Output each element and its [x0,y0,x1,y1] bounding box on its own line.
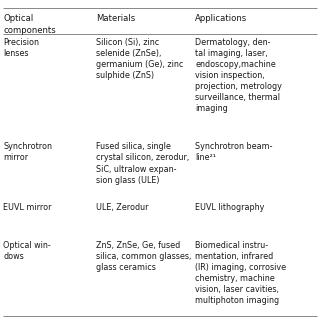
Text: Optical
components: Optical components [3,14,56,35]
Text: Dermatology, den-
tal imaging, laser,
endoscopy,machine
vision inspection,
proje: Dermatology, den- tal imaging, laser, en… [195,38,282,113]
Text: Silicon (Si), zinc
selenide (ZnSe),
germanium (Ge), zinc
sulphide (ZnS): Silicon (Si), zinc selenide (ZnSe), germ… [96,38,183,80]
Text: EUVL mirror: EUVL mirror [3,203,52,212]
Text: Precision
lenses: Precision lenses [3,38,39,58]
Text: Fused silica, single
crystal silicon, zerodur,
SiC, ultralow expan-
sion glass (: Fused silica, single crystal silicon, ze… [96,142,189,185]
Text: ULE, Zerodur: ULE, Zerodur [96,203,148,212]
Text: Synchrotron beam-
line²¹: Synchrotron beam- line²¹ [195,142,273,163]
Text: ZnS, ZnSe, Ge, fused
silica, common glasses,
glass ceramics: ZnS, ZnSe, Ge, fused silica, common glas… [96,241,191,272]
Text: Synchrotron
mirror: Synchrotron mirror [3,142,52,163]
Text: Optical win-
dows: Optical win- dows [3,241,51,261]
Text: Applications: Applications [195,14,247,23]
Text: EUVL lithography: EUVL lithography [195,203,265,212]
Text: Materials: Materials [96,14,135,23]
Text: Biomedical instru-
mentation, infrared
(IR) imaging, corrosive
chemistry, machin: Biomedical instru- mentation, infrared (… [195,241,286,305]
